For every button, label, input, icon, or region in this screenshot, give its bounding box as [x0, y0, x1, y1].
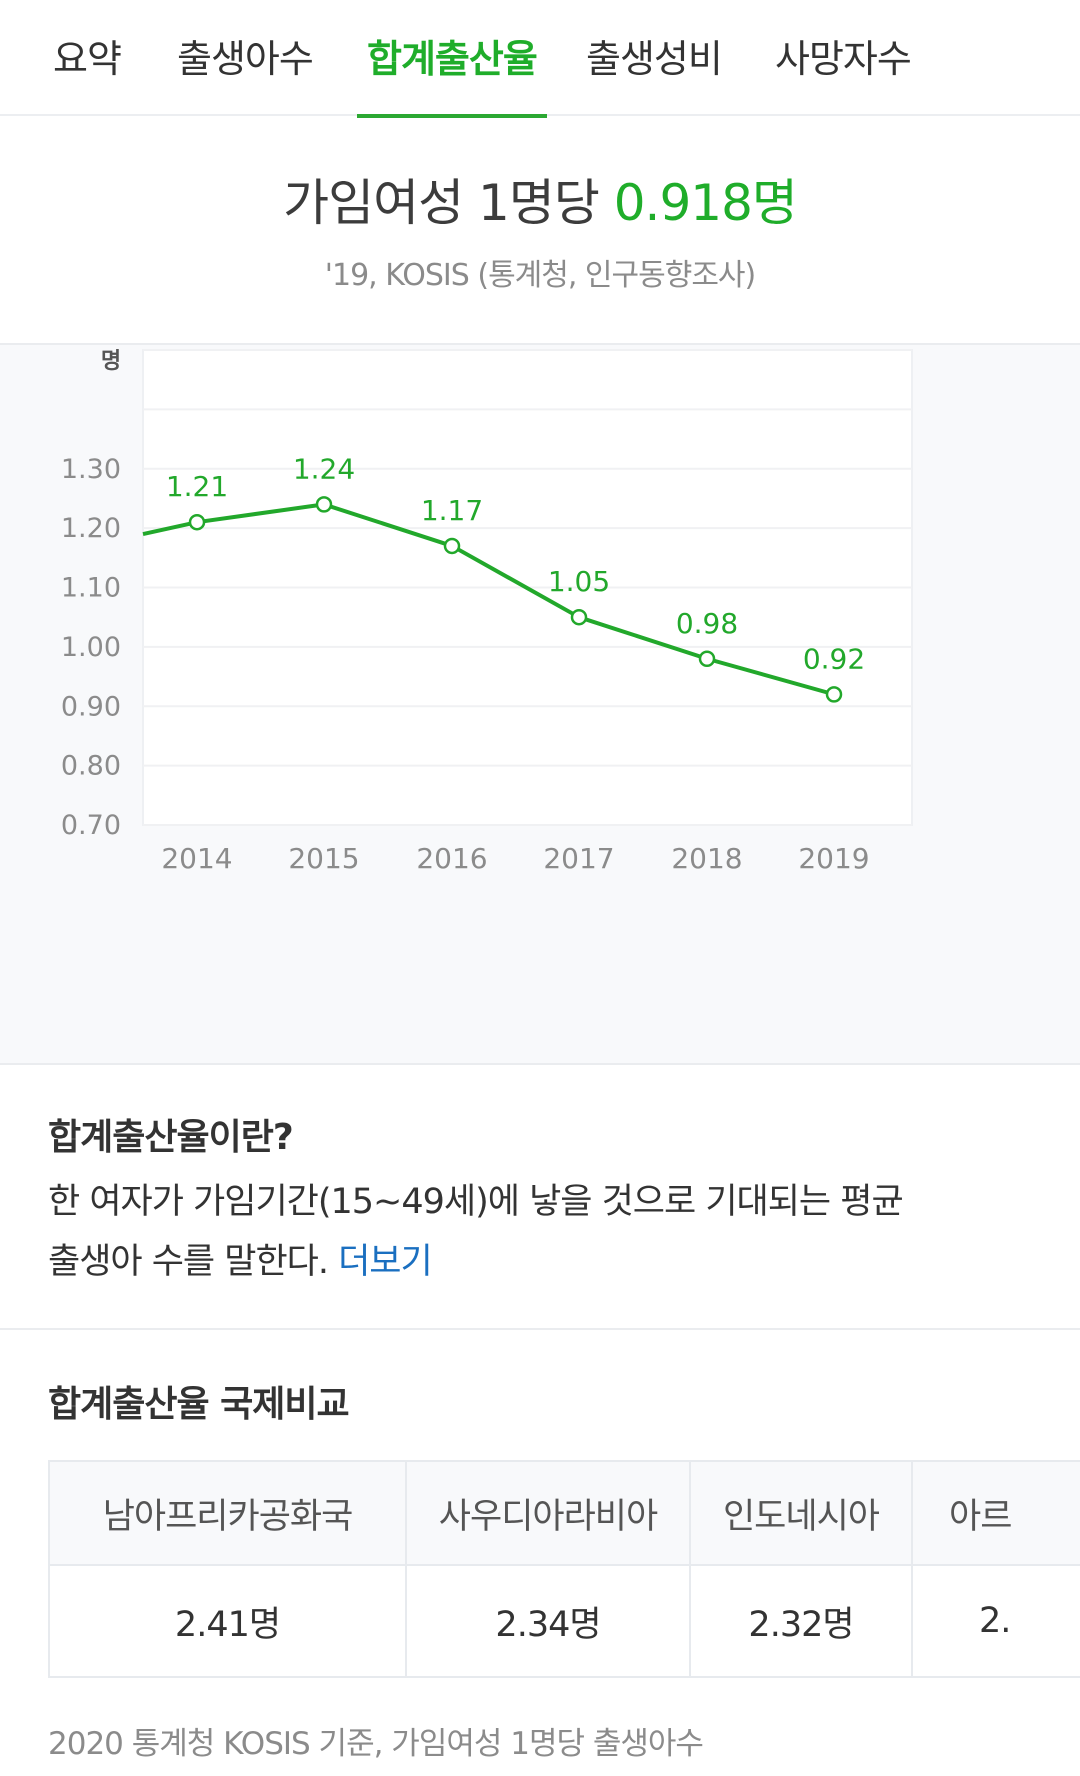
- data-label: 1.24: [293, 452, 355, 485]
- data-point[interactable]: [825, 686, 843, 703]
- comparison-column: 인도네시아 2.32명: [691, 1462, 913, 1676]
- definition-line-2-text: 출생아 수를 말한다.: [48, 1242, 339, 1282]
- tab-total-fertility-rate[interactable]: 합계출산율: [357, 28, 547, 118]
- country-value: 2.34명: [495, 1604, 601, 1645]
- data-label: 0.92: [803, 642, 865, 675]
- definition-line-2: 출생아 수를 말한다. 더보기: [48, 1232, 1048, 1292]
- chart-section: 명 1.30 1.20 1.10 1.00 0.90 0.80 0.70 2014 2015 201…: [0, 343, 1080, 1065]
- headline-value: 0.918명: [613, 174, 798, 232]
- x-tick-label: 2019: [798, 842, 869, 875]
- more-link[interactable]: 더보기: [338, 1242, 433, 1282]
- source-caption: '19, KOSIS (통계청, 인구동향조사): [324, 258, 757, 293]
- y-tick-label: 0.90: [61, 691, 121, 722]
- data-label: 1.21: [166, 470, 228, 503]
- country-value: 2.32명: [748, 1604, 854, 1645]
- x-tick-label: 2018: [671, 842, 742, 875]
- country-value: 2.41명: [174, 1604, 281, 1645]
- comparison-note: 2020 통계청 KOSIS 기준, 가임여성 1명당 출생아수: [48, 1726, 704, 1762]
- comparison-column: 남아프리카공화국 2.41명: [50, 1462, 407, 1676]
- y-tick-label: 1.00: [61, 632, 121, 663]
- y-tick-label: 0.80: [61, 751, 121, 782]
- headline: 가임여성 1명당 0.918명: [0, 163, 1080, 235]
- x-tick-label: 2017: [543, 842, 614, 875]
- country-name: 남아프리카공화국: [50, 1462, 405, 1566]
- y-unit-label: 명: [101, 349, 121, 374]
- comparison-table[interactable]: 남아프리카공화국 2.41명 사우디아라비아 2.34명 인도네시아 2.32명…: [48, 1460, 1080, 1678]
- comparison-title: 합계출산율 국제비교: [48, 1384, 350, 1425]
- tab-summary[interactable]: 요약: [53, 37, 122, 81]
- country-value: 2.: [979, 1601, 1011, 1641]
- data-point[interactable]: [443, 537, 461, 555]
- data-point[interactable]: [315, 496, 333, 513]
- x-tick-label: 2015: [288, 842, 359, 875]
- country-name: 인도네시아: [691, 1462, 911, 1566]
- data-label: 0.98: [676, 607, 738, 640]
- data-point[interactable]: [570, 608, 588, 626]
- y-tick-label: 1.10: [61, 573, 121, 604]
- x-tick-label: 2014: [161, 842, 232, 875]
- definition-line-1: 한 여자가 가임기간(15~49세)에 낳을 것으로 기대되는 평균: [48, 1182, 904, 1222]
- country-name: 아르: [913, 1462, 1080, 1566]
- x-tick-label: 2016: [416, 842, 487, 875]
- definition-body: 한 여자가 가임기간(15~49세)에 낳을 것으로 기대되는 평균 출생아 수…: [48, 1172, 1048, 1292]
- y-tick-label: 1.30: [61, 454, 121, 485]
- y-tick-label: 1.20: [61, 513, 121, 544]
- country-name: 사우디아라비아: [407, 1462, 689, 1566]
- data-point[interactable]: [188, 513, 206, 531]
- data-label: 1.17: [421, 494, 483, 527]
- tab-deaths[interactable]: 사망자수: [775, 37, 912, 81]
- section-divider: [0, 1328, 1080, 1330]
- line-chart: 명 1.30 1.20 1.10 1.00 0.90 0.80 0.70 2014 2015 201…: [61, 349, 913, 875]
- data-label: 1.05: [548, 565, 610, 598]
- comparison-column: 사우디아라비아 2.34명: [407, 1462, 691, 1676]
- headline-prefix: 가임여성 1명당: [283, 174, 614, 232]
- tab-sex-ratio[interactable]: 출생성비: [586, 37, 723, 81]
- tab-births[interactable]: 출생아수: [177, 37, 314, 81]
- y-tick-label: 0.70: [61, 810, 121, 841]
- comparison-column: 아르 2.: [913, 1462, 1080, 1676]
- data-point[interactable]: [698, 650, 716, 667]
- definition-title: 합계출산율이란?: [48, 1117, 294, 1158]
- tab-bar: 요약 출생아수 합계출산율 출생성비 사망자수: [0, 0, 1080, 118]
